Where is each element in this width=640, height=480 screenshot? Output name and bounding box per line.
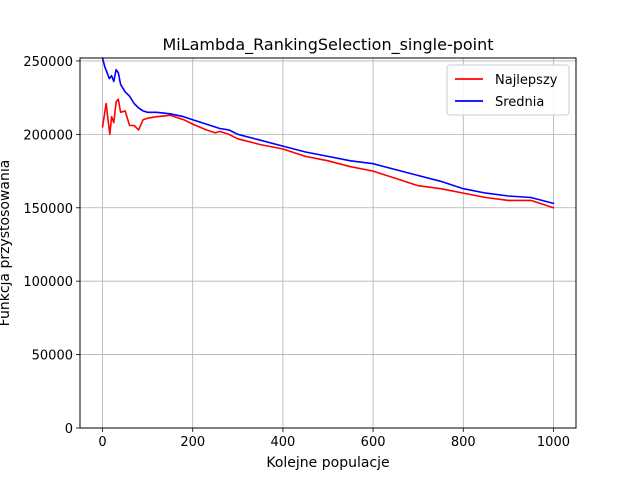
y-axis-title: Funkcja przystosowania — [0, 160, 13, 327]
y-tick-label: 250000 — [23, 55, 73, 70]
x-tick-label: 600 — [361, 435, 386, 450]
series-line-0 — [101, 98, 555, 209]
x-tick-label: 800 — [451, 435, 476, 450]
legend: Najlepszy Srednia — [446, 64, 570, 116]
x-axis-title: Kolejne populacje — [266, 455, 389, 471]
legend-box — [446, 64, 570, 116]
y-tick-label: 50000 — [32, 349, 73, 364]
legend-entry-label: Srednia — [495, 95, 544, 110]
y-tick-label: 200000 — [23, 128, 73, 143]
y-tick-label: 150000 — [23, 202, 73, 217]
x-tick-label: 1000 — [537, 435, 570, 450]
axis-ticks: 0 200 400 600 800 1000 0 50000 100000 150000 20000… — [23, 55, 570, 450]
legend-entry-label: Najlepszy — [495, 73, 558, 88]
series-layer — [101, 57, 555, 209]
grid — [80, 58, 576, 429]
x-tick-label: 200 — [180, 435, 205, 450]
y-tick-label: 100000 — [23, 275, 73, 290]
x-tick-label: 400 — [270, 435, 295, 450]
series-line-1 — [101, 57, 555, 205]
x-tick-label: 0 — [98, 435, 106, 450]
y-tick-label: 0 — [65, 422, 73, 437]
chart-title: MiLambda_RankingSelection_single-point — [162, 35, 493, 55]
plot-frame — [79, 57, 577, 429]
